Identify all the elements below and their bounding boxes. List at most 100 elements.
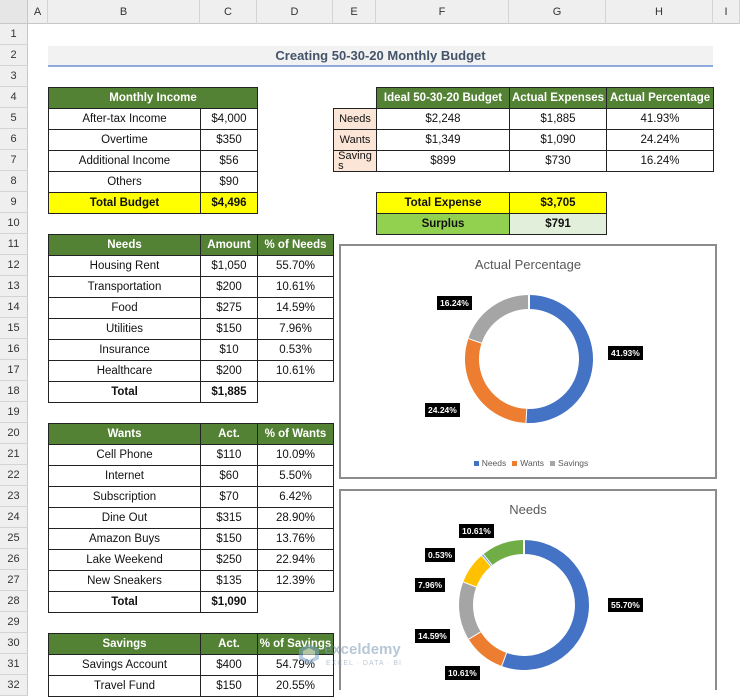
- row-header-25[interactable]: 25: [0, 528, 28, 549]
- needs-item-pct[interactable]: 7.96%: [257, 318, 334, 340]
- income-value[interactable]: $90: [200, 171, 258, 193]
- wants-item-amount[interactable]: $315: [200, 507, 258, 529]
- wants-item-pct[interactable]: 12.39%: [257, 570, 334, 592]
- wants-header[interactable]: Act.: [200, 423, 258, 445]
- needs-item-label[interactable]: Insurance: [48, 339, 201, 361]
- wants-header[interactable]: % of Wants: [257, 423, 334, 445]
- column-header-g[interactable]: G: [509, 0, 606, 24]
- needs-item-amount[interactable]: $275: [200, 297, 258, 319]
- row-header-26[interactable]: 26: [0, 549, 28, 570]
- column-header-i[interactable]: I: [713, 0, 740, 24]
- row-header-5[interactable]: 5: [0, 108, 28, 129]
- row-header-4[interactable]: 4: [0, 87, 28, 108]
- wants-item-amount[interactable]: $60: [200, 465, 258, 487]
- savings-header[interactable]: Act.: [200, 633, 258, 655]
- total-budget-label[interactable]: Total Budget: [48, 192, 201, 214]
- wants-item-label[interactable]: Amazon Buys: [48, 528, 201, 550]
- needs-item-amount[interactable]: $10: [200, 339, 258, 361]
- row-header-32[interactable]: 32: [0, 675, 28, 696]
- needs-header[interactable]: Needs: [48, 234, 201, 256]
- summary-row-label[interactable]: Needs: [333, 108, 377, 130]
- column-header-c[interactable]: C: [200, 0, 257, 24]
- needs-item-label[interactable]: Utilities: [48, 318, 201, 340]
- row-header-6[interactable]: 6: [0, 129, 28, 150]
- actual-percentage-chart[interactable]: Actual Percentage 41.93% 24.24% 16.24% Nee…: [339, 244, 717, 479]
- ideal-budget-value[interactable]: $899: [376, 150, 510, 172]
- row-header-27[interactable]: 27: [0, 570, 28, 591]
- actual-percentage-value[interactable]: 16.24%: [606, 150, 714, 172]
- row-header-22[interactable]: 22: [0, 465, 28, 486]
- income-value[interactable]: $350: [200, 129, 258, 151]
- needs-item-label[interactable]: Healthcare: [48, 360, 201, 382]
- donut-slice-food[interactable]: [459, 581, 481, 639]
- donut-slice-transportation[interactable]: [468, 631, 507, 666]
- donut-slice-utilities[interactable]: [463, 555, 492, 587]
- title-banner[interactable]: Creating 50-30-20 Monthly Budget: [48, 46, 713, 67]
- needs-item-amount[interactable]: $200: [200, 360, 258, 382]
- actual-expense-value[interactable]: $1,090: [509, 129, 607, 151]
- wants-item-label[interactable]: Dine Out: [48, 507, 201, 529]
- row-header-24[interactable]: 24: [0, 507, 28, 528]
- actual-percentage-value[interactable]: 24.24%: [606, 129, 714, 151]
- summary-header[interactable]: Actual Expenses: [509, 87, 607, 109]
- wants-item-amount[interactable]: $150: [200, 528, 258, 550]
- needs-header[interactable]: % of Needs: [257, 234, 334, 256]
- total-expense-label[interactable]: Total Expense: [376, 192, 510, 214]
- row-header-15[interactable]: 15: [0, 318, 28, 339]
- data-label[interactable]: 16.24%: [437, 296, 472, 310]
- needs-header[interactable]: Amount: [200, 234, 258, 256]
- column-header-f[interactable]: F: [376, 0, 509, 24]
- total-budget-value[interactable]: $4,496: [200, 192, 258, 214]
- row-header-8[interactable]: 8: [0, 171, 28, 192]
- summary-row-label[interactable]: Wants: [333, 129, 377, 151]
- row-header-12[interactable]: 12: [0, 255, 28, 276]
- needs-item-pct[interactable]: 0.53%: [257, 339, 334, 361]
- data-label[interactable]: 10.61%: [459, 524, 494, 538]
- needs-item-label[interactable]: Transportation: [48, 276, 201, 298]
- income-header[interactable]: Monthly Income: [48, 87, 258, 109]
- row-header-20[interactable]: 20: [0, 423, 28, 444]
- row-header-11[interactable]: 11: [0, 234, 28, 255]
- donut-slice-housing-rent[interactable]: [501, 540, 589, 670]
- wants-item-amount[interactable]: $135: [200, 570, 258, 592]
- row-header-7[interactable]: 7: [0, 150, 28, 171]
- wants-item-pct[interactable]: 5.50%: [257, 465, 334, 487]
- wants-item-amount[interactable]: $250: [200, 549, 258, 571]
- needs-item-label[interactable]: Housing Rent: [48, 255, 201, 277]
- row-header-1[interactable]: 1: [0, 24, 28, 45]
- row-header-18[interactable]: 18: [0, 381, 28, 402]
- savings-item-amount[interactable]: $400: [200, 654, 258, 676]
- savings-item-label[interactable]: Travel Fund: [48, 675, 201, 697]
- wants-item-pct[interactable]: 28.90%: [257, 507, 334, 529]
- savings-item-label[interactable]: Savings Account: [48, 654, 201, 676]
- wants-item-label[interactable]: New Sneakers: [48, 570, 201, 592]
- row-header-23[interactable]: 23: [0, 486, 28, 507]
- wants-item-label[interactable]: Internet: [48, 465, 201, 487]
- row-header-17[interactable]: 17: [0, 360, 28, 381]
- row-header-16[interactable]: 16: [0, 339, 28, 360]
- row-header-28[interactable]: 28: [0, 591, 28, 612]
- data-label[interactable]: 7.96%: [415, 578, 446, 592]
- summary-header[interactable]: Ideal 50-30-20 Budget: [376, 87, 510, 109]
- income-value[interactable]: $4,000: [200, 108, 258, 130]
- column-header-e[interactable]: E: [333, 0, 376, 24]
- wants-item-label[interactable]: Cell Phone: [48, 444, 201, 466]
- row-header-29[interactable]: 29: [0, 612, 28, 633]
- data-label[interactable]: 24.24%: [425, 403, 460, 417]
- wants-header[interactable]: Wants: [48, 423, 201, 445]
- donut-slice-wants[interactable]: [465, 338, 527, 423]
- actual-percentage-value[interactable]: 41.93%: [606, 108, 714, 130]
- income-label[interactable]: Additional Income: [48, 150, 201, 172]
- wants-item-pct[interactable]: 22.94%: [257, 549, 334, 571]
- needs-item-pct[interactable]: 10.61%: [257, 360, 334, 382]
- row-header-31[interactable]: 31: [0, 654, 28, 675]
- donut-slice-savings[interactable]: [468, 295, 530, 343]
- needs-item-label[interactable]: Food: [48, 297, 201, 319]
- needs-total-label[interactable]: Total: [48, 381, 201, 403]
- summary-header[interactable]: Actual Percentage: [606, 87, 714, 109]
- legend-entry[interactable]: Wants: [506, 458, 544, 468]
- actual-expense-value[interactable]: $1,885: [509, 108, 607, 130]
- row-header-30[interactable]: 30: [0, 633, 28, 654]
- wants-item-amount[interactable]: $110: [200, 444, 258, 466]
